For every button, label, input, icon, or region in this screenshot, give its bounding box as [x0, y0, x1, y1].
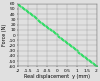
Y-axis label: Force (N): Force (N): [2, 24, 7, 46]
X-axis label: Real displacement  y (mm): Real displacement y (mm): [24, 74, 90, 79]
